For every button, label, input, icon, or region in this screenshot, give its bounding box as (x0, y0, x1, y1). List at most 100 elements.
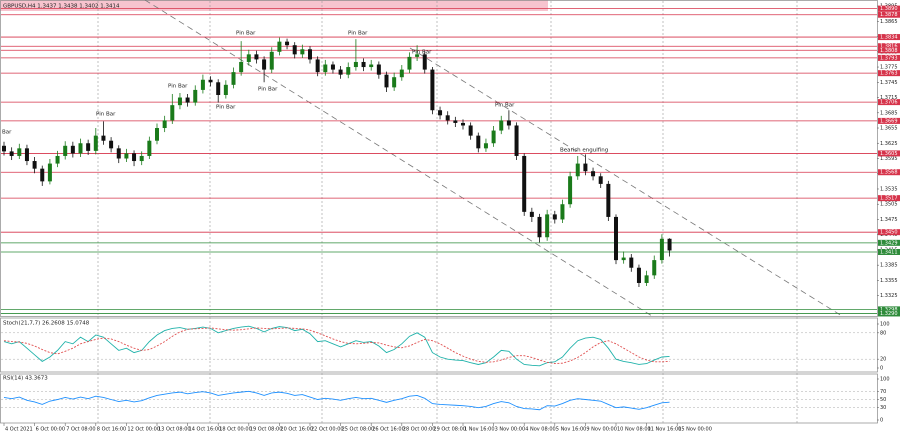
indicator-line (3, 327, 670, 365)
level-label-box (878, 195, 900, 202)
level-label: 1.3763 (880, 71, 898, 77)
candle-body (193, 89, 198, 103)
candle-body (453, 120, 458, 123)
candle-body (499, 120, 504, 131)
candle-body (445, 115, 450, 121)
level-label: 1.3878 (880, 12, 898, 18)
x-tick-label: 26 Oct 16:00 (372, 427, 405, 433)
level-label-box (878, 310, 900, 317)
candle-body (109, 140, 114, 149)
candle-body (78, 143, 83, 154)
candle-body (239, 61, 244, 73)
candle-body (369, 64, 374, 68)
level-label-box (878, 169, 900, 176)
level-label: 1.3568 (880, 170, 898, 176)
y-tick-label: 0 (880, 418, 883, 424)
candle-body (636, 267, 641, 283)
y-tick-label: 1.3355 (880, 278, 898, 284)
candle-body (86, 143, 91, 151)
candle-body (614, 216, 618, 261)
header-bar (0, 0, 548, 11)
level-label-box (878, 229, 900, 236)
candle-body (292, 45, 297, 55)
trendline (409, 47, 843, 317)
candle-body (177, 97, 182, 106)
candle-body (353, 61, 358, 68)
candle-body (308, 49, 312, 60)
x-tick-label: 18 Oct 00:00 (219, 427, 252, 433)
annotation: Bar (2, 130, 12, 136)
candle-body (231, 72, 236, 85)
candle-body (399, 69, 404, 78)
level-label-box (878, 117, 900, 124)
candle-body (32, 161, 37, 169)
candle-body (522, 155, 527, 212)
x-tick-label: 28 Oct 00:00 (403, 427, 436, 433)
indicator-line (3, 325, 670, 367)
candle-body (124, 153, 129, 159)
level-label: 1.3517 (880, 196, 898, 202)
candle-body (269, 51, 274, 70)
candle-body (346, 67, 351, 75)
candle-body (101, 135, 106, 141)
y-tick-label: 50 (880, 397, 886, 403)
level-label: 1.3450 (880, 230, 898, 236)
candle-body (162, 120, 167, 129)
stoch-frame (0, 317, 878, 373)
candle-body (40, 168, 45, 182)
candle-body (568, 176, 573, 205)
x-tick-label: 7 Oct 08:00 (66, 427, 95, 433)
candle-body (323, 64, 328, 73)
candle-body (116, 148, 121, 159)
level-label: 1.3411 (880, 249, 898, 255)
candle-body (208, 79, 213, 83)
candle-body (461, 122, 465, 126)
y-tick-label: 1.3865 (880, 19, 898, 25)
candle-body (629, 257, 634, 268)
x-tick-label: 8 Oct 16:00 (97, 427, 126, 433)
rsi-title: RSI(14) 43.3673 (3, 376, 48, 382)
trendlines (144, 0, 843, 317)
x-tick-label: 4 Oct 2021 (5, 427, 33, 433)
level-label: 1.3890 (880, 6, 898, 12)
candle-body (132, 153, 137, 162)
y-tick-label: 1.3445 (880, 232, 898, 238)
annotation: Pin Bar (236, 31, 256, 37)
candle-body (200, 79, 205, 90)
level-label-box (878, 5, 900, 12)
y-tick-label: 1.3535 (880, 186, 898, 192)
stoch-title: Stoch(21,7,7) 26.2608 15.0748 (3, 321, 90, 327)
candle-body (17, 148, 22, 156)
annotation: Pin Bar (258, 87, 278, 93)
candle-body (583, 163, 588, 172)
candle-body (223, 84, 228, 95)
y-tick-label: 1.3385 (880, 263, 898, 269)
candle-body (552, 214, 557, 220)
rsi-frame (0, 373, 878, 424)
annotation: Bearish engulfing (560, 148, 608, 154)
level-label-box (878, 70, 900, 77)
x-tick-label: 25 Oct 08:00 (342, 427, 375, 433)
y-tick-label: 1.3775 (880, 65, 898, 71)
candle-body (330, 64, 335, 70)
x-tick-label: 9 Nov 00:00 (586, 427, 617, 433)
candle-body (598, 176, 603, 184)
level-label: 1.3808 (880, 48, 898, 54)
y-tick-label: 1.3685 (880, 110, 898, 116)
level-label: 1.3290 (880, 311, 898, 317)
x-tick-label: 14 Oct 16:00 (189, 427, 222, 433)
y-tick-label: 70 (880, 389, 886, 395)
candle-body (55, 155, 60, 164)
candle-body (246, 54, 251, 62)
candle-body (300, 49, 305, 55)
candle-body (491, 130, 496, 144)
level-label: 1.3605 (880, 151, 898, 157)
candle-body (667, 238, 672, 251)
candle-body (185, 97, 190, 103)
candle-body (361, 61, 366, 68)
x-tick-label: 11 Nov 16:00 (648, 427, 682, 433)
level-label: 1.3834 (880, 35, 898, 41)
candle-body (24, 148, 29, 162)
candle-body (506, 120, 511, 126)
level-label: 1.3816 (880, 44, 898, 50)
